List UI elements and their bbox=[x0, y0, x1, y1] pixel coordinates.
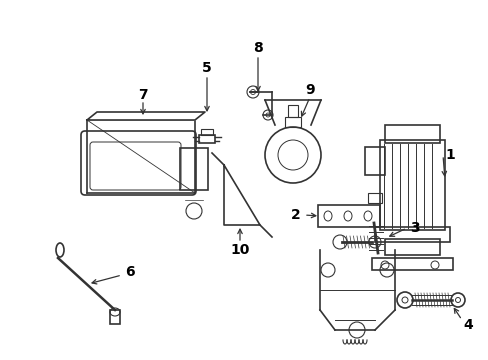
Text: 9: 9 bbox=[305, 83, 314, 97]
Bar bbox=[371, 258, 452, 270]
Text: 7: 7 bbox=[138, 88, 147, 102]
Text: 5: 5 bbox=[202, 61, 211, 75]
Text: 4: 4 bbox=[462, 318, 472, 332]
Bar bbox=[384, 239, 439, 255]
Ellipse shape bbox=[56, 243, 64, 257]
Text: 8: 8 bbox=[253, 41, 263, 55]
Bar bbox=[364, 147, 384, 175]
Bar bbox=[379, 140, 444, 230]
Polygon shape bbox=[87, 112, 204, 120]
Bar bbox=[199, 135, 215, 143]
Bar bbox=[384, 125, 439, 143]
Bar bbox=[287, 105, 297, 117]
Text: 3: 3 bbox=[409, 221, 419, 235]
Text: 10: 10 bbox=[230, 243, 249, 257]
Bar bbox=[180, 148, 207, 190]
Bar bbox=[317, 205, 379, 227]
Bar bbox=[110, 310, 120, 324]
Bar bbox=[201, 129, 213, 135]
Text: 2: 2 bbox=[290, 208, 300, 222]
Bar bbox=[374, 227, 449, 242]
Text: 6: 6 bbox=[125, 265, 135, 279]
Bar bbox=[367, 193, 381, 203]
Text: 1: 1 bbox=[444, 148, 454, 162]
Bar bbox=[285, 117, 301, 127]
